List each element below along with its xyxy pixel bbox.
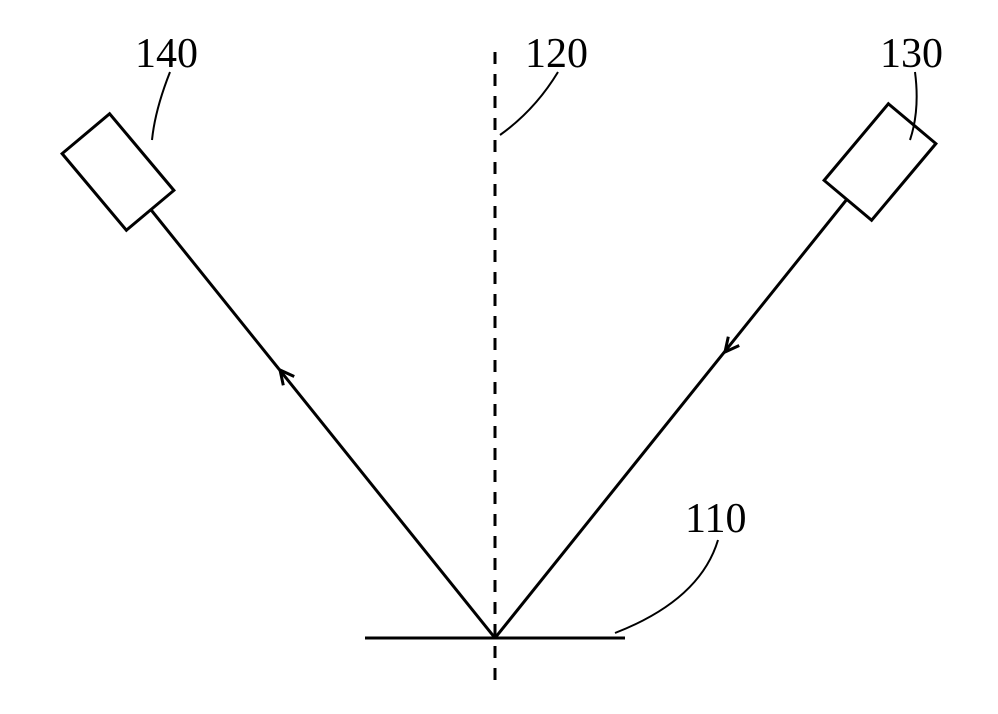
label-140: 140: [135, 30, 198, 78]
incident-ray: [495, 158, 880, 638]
reflected-ray: [115, 165, 495, 638]
label-110: 110: [685, 495, 746, 543]
label-130: 130: [880, 30, 943, 78]
label-120: 120: [525, 30, 588, 78]
leader-140: [152, 72, 170, 140]
detector-box: [62, 114, 174, 230]
leader-110: [615, 540, 718, 633]
optical-diagram: [0, 0, 998, 714]
source-box: [824, 104, 936, 220]
leader-120: [500, 72, 558, 135]
